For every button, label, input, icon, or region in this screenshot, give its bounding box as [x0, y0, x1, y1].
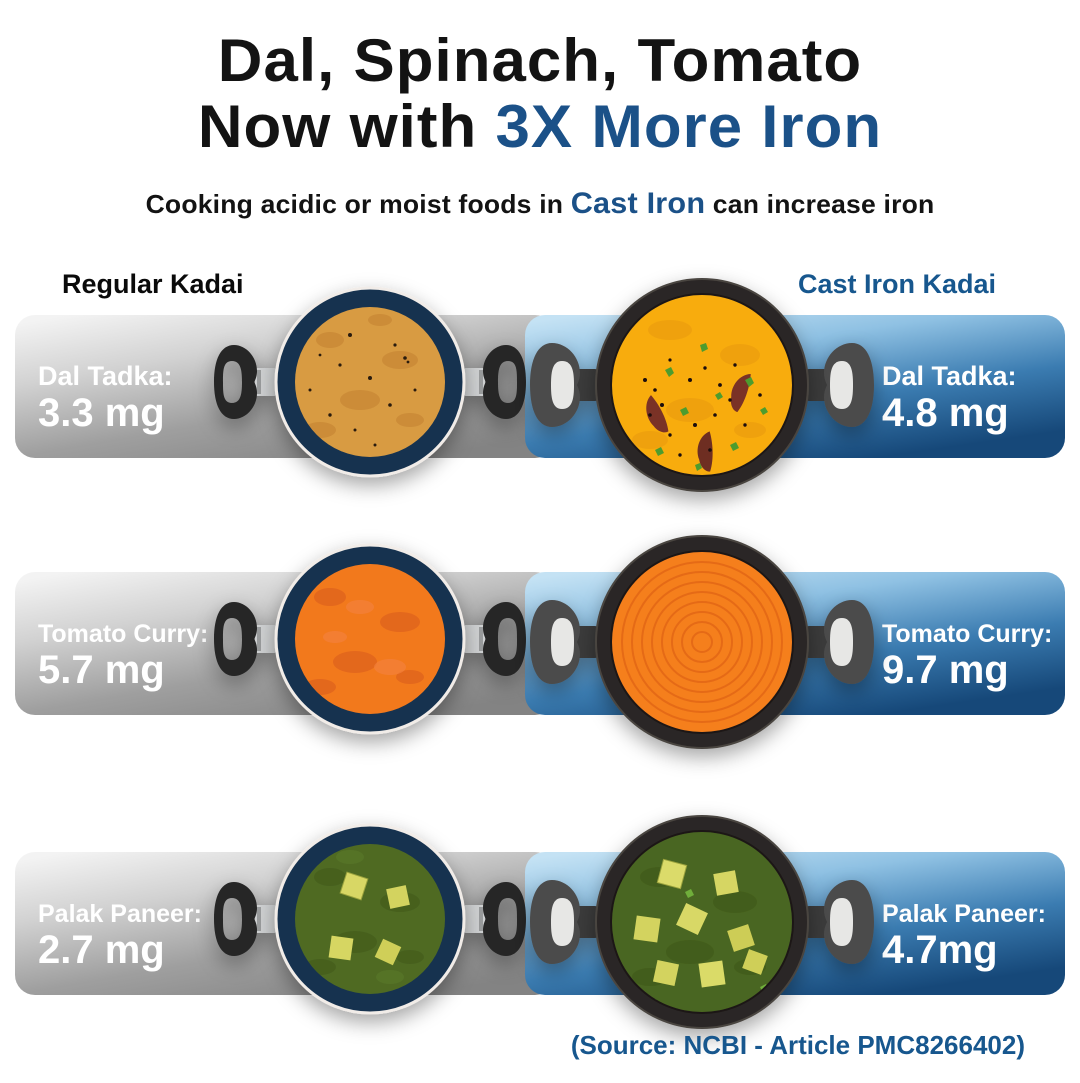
svg-text:5.7 mg: 5.7 mg: [38, 648, 165, 692]
svg-text:Cast Iron Kadai: Cast Iron Kadai: [798, 269, 996, 299]
svg-text:Palak Paneer:: Palak Paneer:: [882, 900, 1046, 928]
svg-text:4.7mg: 4.7mg: [882, 928, 998, 972]
svg-text:3.3 mg: 3.3 mg: [38, 391, 165, 435]
svg-text:Palak Paneer:: Palak Paneer:: [38, 900, 202, 928]
svg-text:4.8 mg: 4.8 mg: [882, 391, 1009, 435]
svg-text:Tomato Curry:: Tomato Curry:: [38, 620, 208, 648]
svg-text:Dal Tadka:: Dal Tadka:: [882, 361, 1017, 391]
svg-text:Regular Kadai: Regular Kadai: [62, 269, 244, 299]
svg-text:Tomato Curry:: Tomato Curry:: [882, 620, 1052, 648]
svg-text:Dal Tadka:: Dal Tadka:: [38, 361, 173, 391]
svg-text:2.7 mg: 2.7 mg: [38, 928, 165, 972]
svg-text:9.7 mg: 9.7 mg: [882, 648, 1009, 692]
